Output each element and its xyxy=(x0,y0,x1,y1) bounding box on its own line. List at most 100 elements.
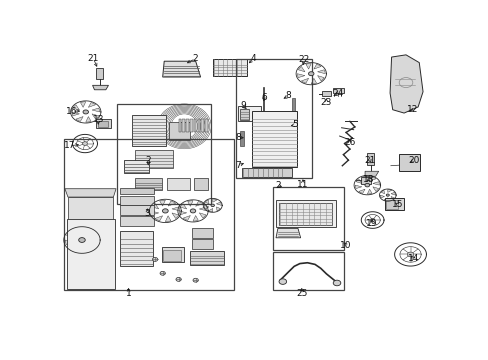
Bar xyxy=(291,98,295,113)
Bar xyxy=(276,201,336,227)
Polygon shape xyxy=(387,189,391,192)
Polygon shape xyxy=(199,213,205,218)
Bar xyxy=(96,119,111,128)
Bar xyxy=(98,121,107,127)
Bar xyxy=(238,105,261,121)
Polygon shape xyxy=(205,200,208,204)
Polygon shape xyxy=(172,213,179,219)
Bar xyxy=(120,188,154,194)
Bar xyxy=(366,153,373,165)
Bar xyxy=(251,111,297,167)
Circle shape xyxy=(407,252,413,257)
Polygon shape xyxy=(76,117,83,121)
Bar xyxy=(191,228,212,238)
Text: 3: 3 xyxy=(144,209,150,218)
Text: 24: 24 xyxy=(331,89,343,98)
Text: 10: 10 xyxy=(340,240,351,249)
Text: 2: 2 xyxy=(192,54,198,63)
Text: 18: 18 xyxy=(363,175,374,184)
Text: 5: 5 xyxy=(292,121,298,130)
Text: 17: 17 xyxy=(63,141,75,150)
Bar xyxy=(135,179,161,190)
Bar xyxy=(120,231,153,266)
Bar xyxy=(64,139,233,291)
Bar xyxy=(272,186,343,250)
Text: 9: 9 xyxy=(240,101,245,110)
Bar xyxy=(96,68,103,79)
Polygon shape xyxy=(313,64,321,69)
Circle shape xyxy=(176,278,181,281)
Bar xyxy=(189,120,192,132)
Bar xyxy=(385,198,403,210)
Polygon shape xyxy=(187,201,193,206)
Bar xyxy=(212,59,246,76)
Bar xyxy=(360,177,370,184)
Polygon shape xyxy=(92,108,100,112)
Polygon shape xyxy=(216,207,220,211)
Text: 16: 16 xyxy=(66,107,77,116)
Polygon shape xyxy=(72,112,79,116)
Polygon shape xyxy=(89,242,97,249)
Text: 21: 21 xyxy=(87,54,99,63)
Polygon shape xyxy=(172,207,180,211)
Polygon shape xyxy=(389,55,422,113)
Bar xyxy=(68,197,113,219)
Polygon shape xyxy=(193,216,198,221)
Bar xyxy=(186,120,188,132)
Text: 25: 25 xyxy=(295,289,307,298)
Polygon shape xyxy=(369,177,375,181)
Polygon shape xyxy=(73,105,79,110)
Bar xyxy=(169,122,189,140)
Polygon shape xyxy=(380,190,384,194)
Polygon shape xyxy=(80,102,85,107)
Polygon shape xyxy=(66,231,74,238)
Bar xyxy=(135,150,173,168)
Polygon shape xyxy=(150,211,159,215)
Bar xyxy=(240,131,244,146)
Bar xyxy=(201,120,203,132)
Polygon shape xyxy=(372,182,379,185)
Circle shape xyxy=(211,204,214,207)
Polygon shape xyxy=(311,78,316,84)
Polygon shape xyxy=(65,240,74,245)
Polygon shape xyxy=(165,216,171,222)
Polygon shape xyxy=(92,85,108,90)
Polygon shape xyxy=(195,202,203,206)
Polygon shape xyxy=(85,229,94,234)
Bar xyxy=(132,115,165,146)
Bar xyxy=(193,179,208,190)
Text: 14: 14 xyxy=(407,255,418,264)
Bar xyxy=(163,250,181,261)
Bar xyxy=(321,91,331,96)
Polygon shape xyxy=(89,235,99,240)
Polygon shape xyxy=(163,61,200,77)
Polygon shape xyxy=(305,63,311,69)
Polygon shape xyxy=(203,205,208,208)
Text: 2: 2 xyxy=(145,156,151,165)
Text: 12: 12 xyxy=(407,105,418,114)
Text: 2: 2 xyxy=(275,181,280,190)
Bar xyxy=(182,120,184,132)
Bar xyxy=(120,196,154,205)
Bar xyxy=(123,159,149,174)
Circle shape xyxy=(160,271,165,275)
Circle shape xyxy=(364,183,369,187)
Polygon shape xyxy=(383,198,387,201)
Text: 8: 8 xyxy=(285,91,291,100)
Circle shape xyxy=(386,194,388,196)
Text: 26: 26 xyxy=(344,139,355,148)
Polygon shape xyxy=(160,200,165,206)
Text: 23: 23 xyxy=(320,98,331,107)
Bar xyxy=(117,104,211,204)
Text: 11: 11 xyxy=(297,180,308,189)
Text: 20: 20 xyxy=(407,156,418,165)
Polygon shape xyxy=(151,203,159,209)
Text: 21: 21 xyxy=(364,156,375,165)
Bar xyxy=(386,201,397,209)
Text: 19: 19 xyxy=(366,220,377,229)
Polygon shape xyxy=(199,207,206,211)
Circle shape xyxy=(308,72,313,76)
Polygon shape xyxy=(76,228,82,234)
Bar xyxy=(178,120,181,132)
Circle shape xyxy=(152,257,158,261)
